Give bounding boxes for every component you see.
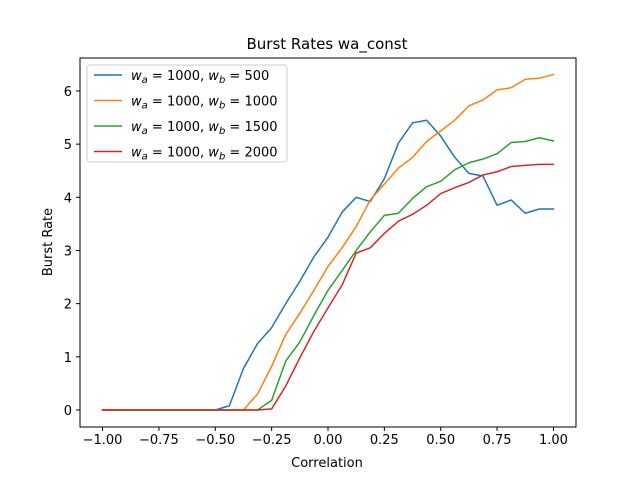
x-tick-label: −0.25 — [252, 433, 292, 448]
y-tick-label: 0 — [64, 404, 72, 419]
x-tick-label: 0.75 — [483, 433, 512, 448]
y-tick-label: 6 — [64, 85, 72, 100]
legend: wa = 1000, wb = 500 wa = 1000, wb = 1000 w… — [86, 64, 288, 163]
x-tick-label: 0.25 — [370, 433, 399, 448]
y-tick-label: 2 — [64, 298, 72, 313]
x-tick-label: 1.00 — [539, 433, 568, 448]
y-tick-label: 5 — [64, 138, 72, 153]
y-tick-label: 1 — [64, 351, 72, 366]
legend-label-2: wa = 1000, wb = 1000 — [131, 95, 278, 112]
legend-label-4: wa = 1000, wb = 2000 — [131, 146, 278, 163]
legend-label-1: wa = 1000, wb = 500 — [131, 69, 269, 86]
x-tick-label: −0.75 — [139, 433, 179, 448]
y-axis: 0 1 2 3 4 5 6 — [64, 85, 80, 419]
series-layer — [101, 73, 555, 411]
legend-box — [86, 64, 288, 163]
x-axis-label: Correlation — [291, 456, 363, 471]
series-line-4 — [101, 163, 555, 411]
y-axis-label: Burst Rate — [41, 208, 56, 276]
x-tick-label: 0.00 — [314, 433, 343, 448]
chart-title: Burst Rates wa_const — [247, 35, 408, 54]
x-tick-label: −1.00 — [83, 433, 123, 448]
x-tick-label: −0.50 — [195, 433, 235, 448]
y-tick-label: 3 — [64, 244, 72, 259]
legend-label-3: wa = 1000, wb = 1500 — [131, 120, 278, 137]
y-tick-label: 4 — [64, 191, 72, 206]
x-axis: −1.00 −0.75 −0.50 −0.25 0.00 0.25 0.50 0.75 1.00 — [83, 427, 568, 448]
x-tick-label: 0.50 — [426, 433, 455, 448]
